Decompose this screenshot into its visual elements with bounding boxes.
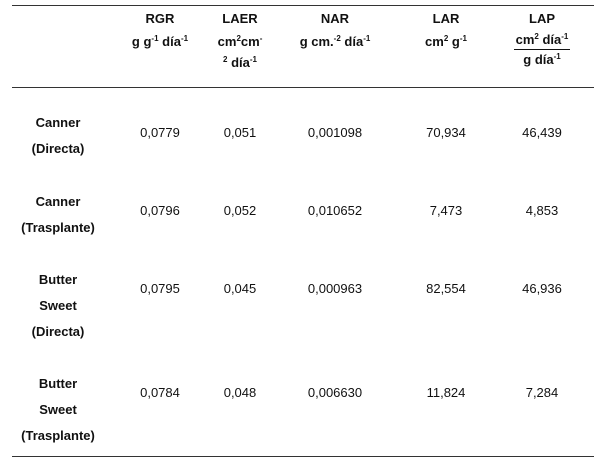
cell-nar: 0,006630 [307, 385, 363, 400]
cell-lap: 7,284 [525, 385, 559, 400]
cell-laer: 0,051 [223, 125, 257, 140]
header-laer-unit-line2: 2 día-1 [223, 55, 257, 70]
header-laer: LAER cm2cm- 2 día-1 [206, 10, 274, 71]
header-lar-unit: cm2 g-1 [425, 34, 467, 49]
cell-nar: 0,010652 [307, 203, 363, 218]
cell-rgr: 0,0795 [140, 281, 180, 296]
table-header-rule [12, 87, 594, 88]
header-lap-unit-denominator: g día-1 [523, 52, 561, 67]
cell-laer: 0,045 [223, 281, 257, 296]
row-label: Butter Sweet (Trasplante) [21, 376, 95, 443]
header-nar: NAR g cm.-2 día-1 [274, 10, 396, 50]
header-lap: LAP cm2 día-1 g día-1 [488, 10, 596, 68]
header-laer-unit-line1: cm2cm- [217, 34, 263, 49]
row-label: Canner (Trasplante) [21, 194, 95, 235]
cell-lar: 70,934 [426, 125, 466, 140]
header-lar: LAR cm2 g-1 [400, 10, 492, 50]
header-nar-name: NAR [320, 11, 350, 26]
cell-rgr: 0,0779 [140, 125, 180, 140]
cell-rgr: 0,0796 [140, 203, 180, 218]
cell-nar: 0,000963 [307, 281, 363, 296]
cell-lar: 11,824 [426, 385, 466, 400]
header-nar-unit: g cm.-2 día-1 [299, 34, 371, 49]
table-top-rule [12, 5, 594, 6]
header-lap-name: LAP [529, 11, 555, 26]
header-lap-unit: cm2 día-1 g día-1 [488, 31, 596, 68]
header-lar-name: LAR [432, 11, 460, 26]
row-label: Canner (Directa) [31, 115, 85, 156]
cell-lar: 7,473 [429, 203, 463, 218]
cell-laer: 0,048 [223, 385, 257, 400]
row-label: Butter Sweet (Directa) [31, 272, 85, 339]
header-laer-name: LAER [222, 11, 258, 26]
cell-lap: 4,853 [525, 203, 559, 218]
header-rgr-name: RGR [145, 11, 175, 26]
table-bottom-rule [12, 456, 594, 457]
cell-rgr: 0,0784 [140, 385, 180, 400]
cell-laer: 0,052 [223, 203, 257, 218]
cell-lap: 46,439 [522, 125, 562, 140]
header-lap-unit-numerator: cm2 día-1 [513, 31, 571, 50]
cell-nar: 0,001098 [307, 125, 363, 140]
header-rgr: RGR g g-1 día-1 [108, 10, 212, 50]
header-rgr-unit: g g-1 día-1 [131, 34, 189, 49]
cell-lar: 82,554 [426, 281, 466, 296]
cell-lap: 46,936 [522, 281, 562, 296]
